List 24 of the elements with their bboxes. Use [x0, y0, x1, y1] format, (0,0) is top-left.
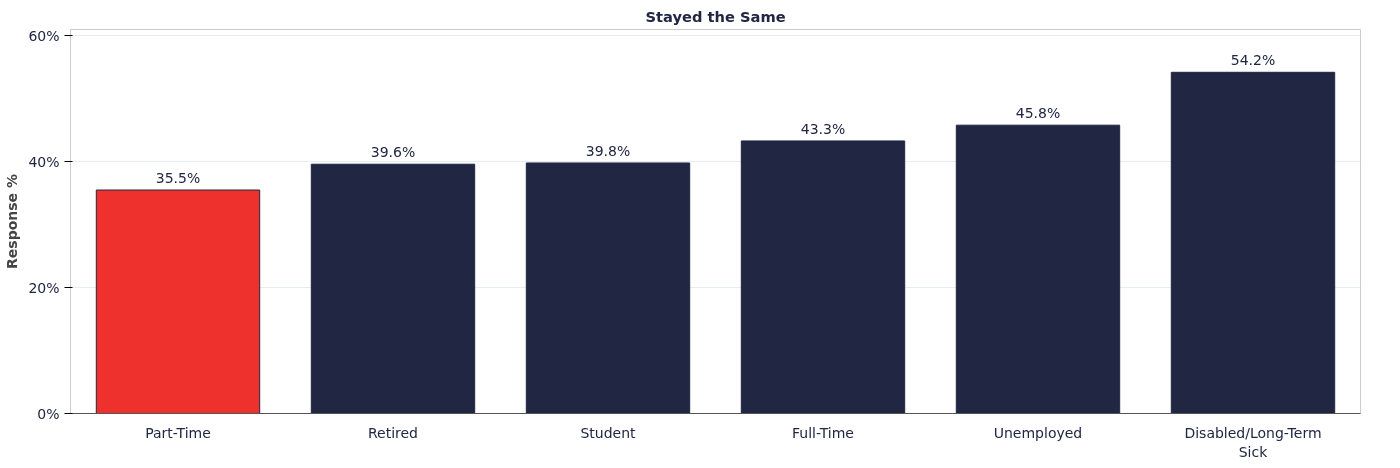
chart-title: Stayed the Same: [645, 7, 786, 25]
data-label: 54.2%: [1230, 52, 1276, 69]
y-axis-title: Response %: [4, 174, 21, 269]
bar: [310, 163, 476, 414]
y-tick-label: 20%: [28, 279, 60, 296]
x-tick-label: Retired: [367, 424, 419, 441]
y-tick-label: 60%: [28, 27, 60, 44]
y-tick-label: 0%: [37, 405, 60, 422]
y-tick-label: 40%: [28, 153, 60, 170]
x-tick-label: Part-Time: [145, 424, 211, 441]
bar: [955, 124, 1121, 414]
x-tick-label: Unemployed: [993, 424, 1083, 441]
data-label: 45.8%: [1015, 105, 1061, 122]
x-tick-label: Full-Time: [792, 424, 854, 441]
bar: [95, 189, 261, 414]
x-tick-label: Disabled/Long-Term Sick: [1184, 424, 1322, 460]
bar: [740, 140, 906, 414]
bar: [1170, 71, 1336, 414]
bar: [525, 162, 691, 414]
data-label: 39.8%: [585, 142, 631, 159]
data-label: 43.3%: [800, 120, 846, 137]
x-tick-label: Student: [580, 424, 637, 441]
data-label: 39.6%: [370, 144, 416, 161]
data-label: 35.5%: [155, 170, 201, 187]
